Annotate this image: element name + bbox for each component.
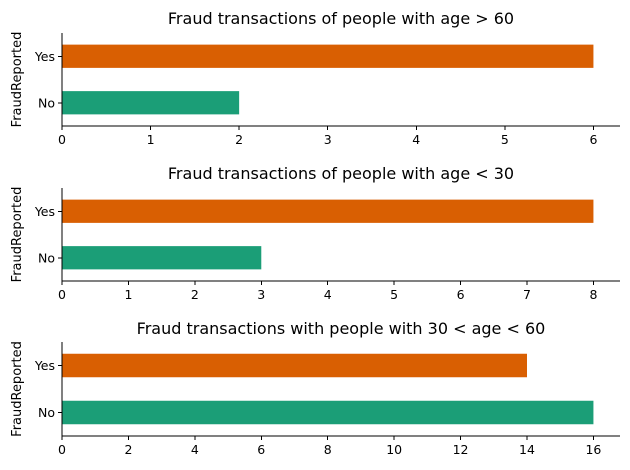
y-tick-label: Yes	[34, 358, 55, 373]
x-tick-label: 6	[257, 442, 265, 457]
x-tick-label: 2	[124, 442, 132, 457]
x-tick-label: 0	[58, 132, 66, 147]
x-tick-label: 3	[257, 287, 265, 302]
x-tick-label: 7	[523, 287, 531, 302]
bar-yes	[62, 44, 594, 68]
x-tick-label: 8	[324, 442, 332, 457]
x-tick-label: 2	[191, 287, 199, 302]
x-tick-label: 8	[589, 287, 597, 302]
y-tick-label: No	[38, 250, 55, 265]
chart-panel-3: Fraud transactions with people with 30 <…	[10, 319, 620, 457]
x-tick-label: 5	[501, 132, 509, 147]
x-tick-label: 4	[324, 287, 332, 302]
bar-yes	[62, 353, 527, 378]
chart-title: Fraud transactions of people with age > …	[168, 9, 514, 28]
x-tick-label: 0	[58, 442, 66, 457]
chart-title: Fraud transactions of people with age < …	[168, 164, 514, 183]
y-axis-label: FraudReported	[10, 32, 25, 128]
y-tick-label: No	[38, 95, 55, 110]
x-tick-label: 14	[519, 442, 535, 457]
bar-yes	[62, 199, 594, 223]
x-tick-label: 4	[412, 132, 420, 147]
y-tick-label: No	[38, 405, 55, 420]
y-tick-label: Yes	[34, 204, 55, 219]
x-tick-label: 6	[457, 287, 465, 302]
bar-no	[62, 91, 240, 115]
x-tick-label: 6	[589, 132, 597, 147]
x-tick-label: 1	[147, 132, 155, 147]
x-tick-label: 10	[386, 442, 402, 457]
y-tick-label: Yes	[34, 49, 55, 64]
x-tick-label: 16	[585, 442, 601, 457]
chart-panel-2: Fraud transactions of people with age < …	[10, 164, 620, 302]
y-axis-label: FraudReported	[10, 341, 25, 437]
x-tick-label: 2	[235, 132, 243, 147]
x-tick-label: 4	[191, 442, 199, 457]
x-tick-label: 3	[324, 132, 332, 147]
x-tick-label: 12	[453, 442, 469, 457]
y-axis-label: FraudReported	[10, 187, 25, 283]
bar-no	[62, 400, 594, 425]
chart-panel-1: Fraud transactions of people with age > …	[10, 9, 620, 147]
chart-title: Fraud transactions with people with 30 <…	[137, 319, 546, 338]
x-tick-label: 0	[58, 287, 66, 302]
x-tick-label: 5	[390, 287, 398, 302]
x-tick-label: 1	[124, 287, 132, 302]
bar-no	[62, 246, 262, 270]
